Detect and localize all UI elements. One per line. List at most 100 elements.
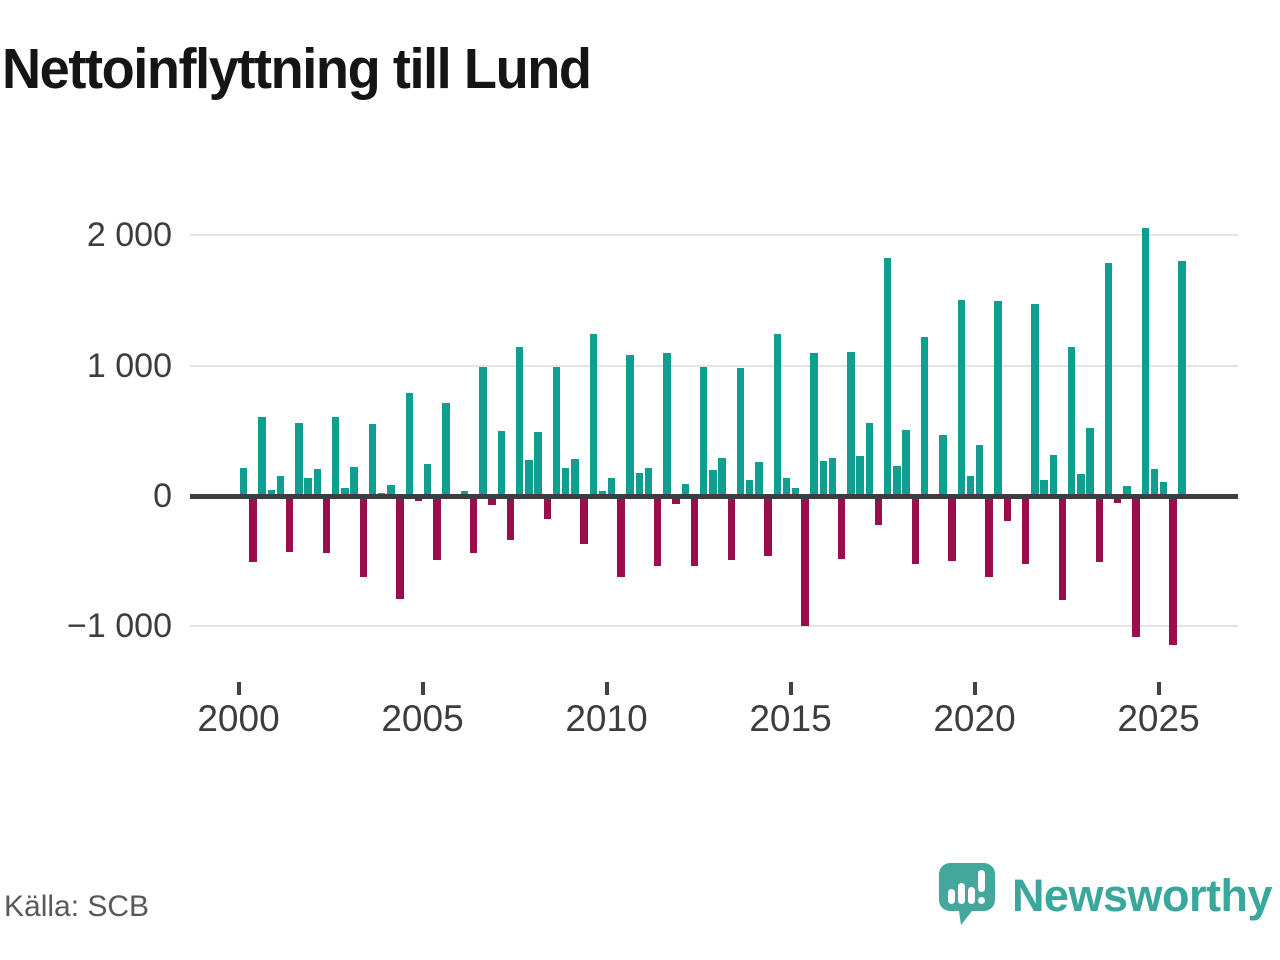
bar-2001Q2	[286, 496, 294, 553]
bar-2010Q4	[635, 472, 643, 496]
bar-2015Q1	[792, 487, 800, 496]
x-axis-tick	[236, 682, 241, 695]
bar-2024Q1	[1123, 486, 1131, 496]
bar-2019Q3	[957, 299, 965, 496]
bar-2002Q2	[322, 496, 331, 554]
brand-footer: Newsworthy	[936, 860, 1273, 931]
bar-2014Q4	[782, 478, 791, 496]
bar-2006Q4	[488, 496, 496, 506]
bar-2010Q2	[617, 496, 625, 578]
bar-2004Q2	[396, 496, 404, 599]
x-axis-year-label: 2015	[749, 698, 832, 739]
bar-2025Q2	[1169, 496, 1177, 646]
bar-2000Q4	[267, 490, 275, 496]
bar-2018Q2	[911, 496, 919, 565]
bar-2025Q3	[1178, 260, 1186, 496]
bar-2015Q3	[810, 352, 818, 496]
bar-2002Q1	[313, 469, 321, 496]
bar-2023Q2	[1095, 496, 1103, 563]
bar-2010Q1	[608, 477, 616, 496]
bar-2012Q3	[700, 367, 708, 496]
bar-2004Q3	[405, 393, 413, 496]
bar-2001Q4	[304, 478, 312, 496]
x-axis-tick	[1156, 682, 1161, 695]
bar-2022Q2	[1058, 496, 1067, 601]
y-axis-tick-label: 1 000	[86, 346, 172, 385]
bar-2009Q4	[598, 490, 607, 496]
x-axis-year-label: 2020	[933, 698, 1016, 739]
bar-2019Q4	[966, 476, 975, 496]
bar-2004Q1	[387, 484, 395, 496]
bar-2017Q2	[874, 496, 883, 525]
bar-2022Q3	[1068, 347, 1076, 496]
bar-2023Q3	[1104, 262, 1113, 496]
zero-axis-line	[190, 493, 1238, 499]
bar-2002Q3	[332, 416, 340, 496]
bar-2021Q2	[1022, 496, 1030, 564]
newsworthy-logo-icon	[936, 860, 998, 931]
bar-2024Q4	[1150, 469, 1159, 496]
bar-2024Q2	[1132, 496, 1140, 637]
bar-2005Q3	[442, 403, 450, 496]
bar-2014Q1	[755, 462, 763, 496]
bar-2009Q3	[589, 333, 597, 496]
bar-2024Q3	[1141, 227, 1149, 496]
bar-2020Q3	[994, 300, 1002, 496]
x-axis-year-label: 2025	[1117, 698, 1200, 739]
y-gridline	[190, 364, 1238, 367]
bar-2018Q1	[902, 429, 910, 496]
brand-wordmark: Newsworthy	[1011, 869, 1273, 921]
bar-2007Q4	[525, 460, 533, 496]
bar-2013Q1	[718, 458, 726, 496]
bar-2012Q2	[690, 496, 699, 566]
bar-2009Q2	[580, 496, 588, 545]
bar-2011Q2	[654, 496, 662, 566]
bar-2006Q3	[479, 367, 487, 496]
bar-2016Q3	[847, 352, 855, 496]
bar-2013Q2	[727, 496, 735, 561]
bar-2003Q1	[350, 467, 358, 496]
bar-2003Q3	[368, 423, 377, 496]
bar-2015Q4	[819, 460, 827, 496]
bar-2016Q1	[828, 457, 837, 496]
bar-2007Q1	[497, 430, 505, 496]
bar-2025Q1	[1160, 481, 1168, 496]
bar-2007Q3	[516, 347, 524, 496]
bar-2016Q4	[856, 455, 864, 496]
bar-2008Q1	[534, 431, 542, 496]
y-axis-tick-label: 0	[153, 477, 172, 515]
y-gridline	[190, 234, 1238, 237]
bar-2017Q3	[884, 258, 892, 496]
bar-2016Q2	[838, 496, 846, 559]
bar-2008Q4	[562, 467, 570, 496]
bar-2018Q3	[920, 337, 929, 496]
bar-2022Q1	[1049, 454, 1057, 496]
bar-2011Q4	[672, 496, 680, 505]
bar-2005Q1	[424, 464, 432, 496]
bar-2023Q4	[1114, 496, 1122, 503]
x-axis-tick	[972, 682, 977, 695]
bar-2009Q1	[571, 458, 579, 496]
bar-2017Q4	[893, 466, 901, 496]
bar-2002Q4	[341, 488, 349, 496]
bar-2020Q1	[976, 445, 984, 496]
bar-2000Q2	[249, 496, 257, 562]
bar-2023Q1	[1086, 427, 1094, 496]
bar-2021Q4	[1040, 479, 1048, 496]
x-axis-tick	[604, 682, 609, 695]
bar-2020Q4	[1003, 496, 1011, 521]
bar-2001Q1	[276, 475, 285, 496]
x-axis-year-label: 2000	[197, 698, 280, 739]
source-attribution: Källa: SCB	[4, 890, 150, 923]
x-axis-year-label: 2005	[381, 698, 464, 739]
bar-2006Q1	[460, 490, 469, 496]
bar-2010Q3	[626, 354, 634, 496]
bar-2003Q2	[359, 496, 367, 578]
bar-2008Q3	[552, 367, 561, 496]
bar-2015Q2	[801, 496, 809, 627]
bar-2007Q2	[506, 496, 515, 540]
bar-2012Q4	[709, 469, 717, 496]
bar-2012Q1	[681, 484, 689, 496]
y-axis-tick-label: 2 000	[86, 216, 172, 255]
